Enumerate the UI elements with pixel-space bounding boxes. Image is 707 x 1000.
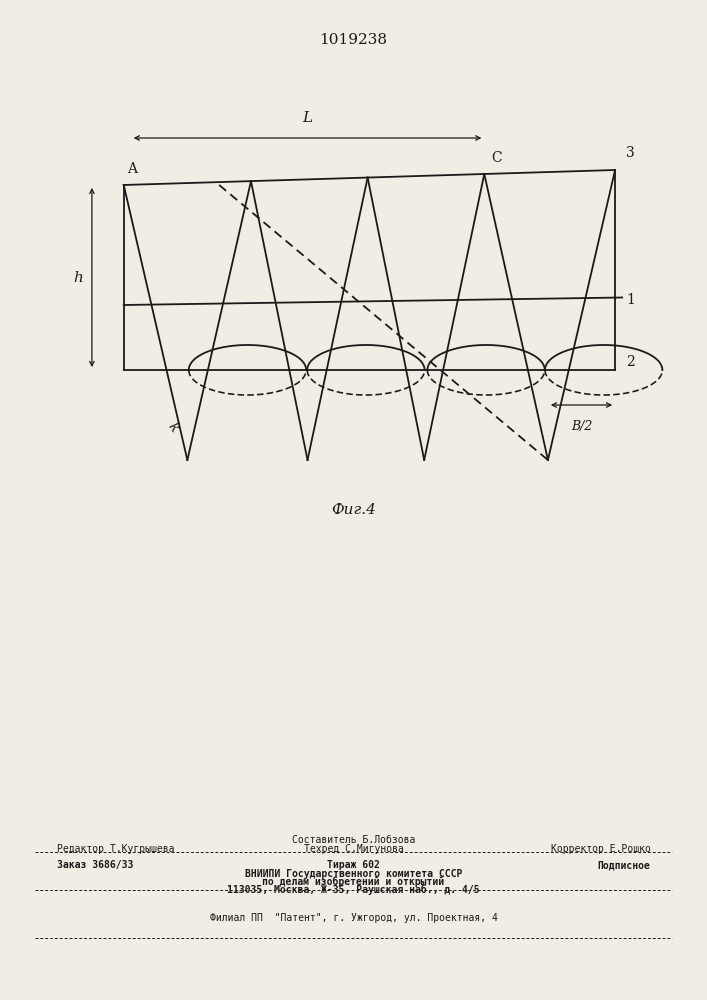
Text: 113035, Москва, Ж-35, Раушская наб., д. 4/5: 113035, Москва, Ж-35, Раушская наб., д. … bbox=[227, 885, 480, 895]
Text: L: L bbox=[303, 111, 312, 125]
Text: Заказ 3686/33: Заказ 3686/33 bbox=[57, 860, 133, 870]
Text: Филиал ПП  "Патент", г. Ужгород, ул. Проектная, 4: Филиал ПП "Патент", г. Ужгород, ул. Прое… bbox=[209, 913, 498, 923]
Text: Корректор Е.Рошко: Корректор Е.Рошко bbox=[551, 844, 650, 854]
Text: h: h bbox=[73, 271, 83, 285]
Text: 1019238: 1019238 bbox=[320, 33, 387, 47]
Text: Подписное: Подписное bbox=[597, 860, 650, 870]
Text: C: C bbox=[491, 151, 502, 165]
Text: Фиг.4: Фиг.4 bbox=[331, 503, 376, 517]
Text: k: k bbox=[165, 420, 182, 434]
Text: Техред С.Мигунова: Техред С.Мигунова bbox=[303, 844, 404, 854]
Text: 2: 2 bbox=[626, 355, 635, 369]
Text: A: A bbox=[127, 162, 137, 176]
Text: Составитель Б.Лобзова: Составитель Б.Лобзова bbox=[292, 835, 415, 845]
Text: 3: 3 bbox=[626, 146, 635, 160]
Text: 1: 1 bbox=[626, 293, 636, 307]
Text: ВНИИПИ Государственного комитета СССР: ВНИИПИ Государственного комитета СССР bbox=[245, 869, 462, 879]
Text: по делам изобретений и открытий: по делам изобретений и открытий bbox=[262, 877, 445, 887]
Text: Редактор Т.Кугрышева: Редактор Т.Кугрышева bbox=[57, 844, 174, 854]
Text: B/2: B/2 bbox=[571, 420, 592, 433]
Text: Тираж 602: Тираж 602 bbox=[327, 860, 380, 870]
